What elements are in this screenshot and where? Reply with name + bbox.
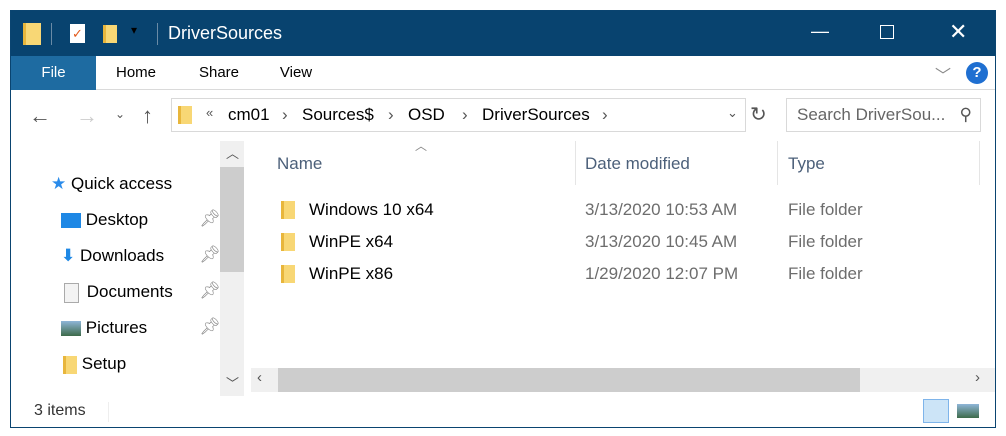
horizontal-scrollbar[interactable]: ‹ ›: [251, 368, 995, 392]
folder-icon: [281, 233, 295, 251]
scroll-up-icon[interactable]: ︿: [226, 146, 240, 161]
column-header-date[interactable]: Date modified: [585, 154, 690, 173]
expand-ribbon-icon[interactable]: ﹀: [935, 68, 952, 85]
folder-icon: [281, 265, 295, 283]
pin-icon[interactable]: 📌︎: [199, 281, 221, 300]
item-count: 3 items: [34, 402, 86, 419]
address-bar[interactable]: « cm01 › Sources$ › OSD › DriverSources …: [171, 98, 746, 132]
document-icon: [64, 282, 79, 303]
forward-button[interactable]: →: [76, 103, 98, 128]
explorer-window: ✓ ▾ DriverSources — ✕ File Home Share Vi…: [10, 10, 996, 428]
nav-item-pictures[interactable]: Pictures: [61, 313, 147, 343]
minimize-button[interactable]: —: [811, 21, 829, 41]
nav-item-downloads[interactable]: ⬇ Downloads: [61, 246, 165, 265]
large-icons-view-button[interactable]: [957, 404, 979, 418]
column-header-type[interactable]: Type: [788, 154, 825, 173]
pin-icon[interactable]: 📌︎: [199, 245, 221, 264]
help-icon[interactable]: ?: [966, 62, 988, 84]
nav-item-desktop[interactable]: Desktop: [61, 205, 148, 235]
ribbon-tabs: File Home Share View ﹀ ?: [11, 56, 995, 90]
overflow-chevron[interactable]: «: [206, 105, 214, 120]
breadcrumb-driversources[interactable]: DriverSources: [482, 105, 590, 124]
navigation-pane: ★ Quick access Desktop ⬇ Downloads Docum…: [11, 141, 247, 396]
folder-icon: [23, 23, 41, 45]
address-dropdown-icon[interactable]: ⌄: [727, 105, 738, 120]
breadcrumb-sources[interactable]: Sources$: [302, 105, 374, 124]
properties-icon[interactable]: ✓: [70, 24, 85, 43]
nav-scrollbar[interactable]: ︿ ﹀: [220, 141, 244, 396]
close-button[interactable]: ✕: [949, 19, 968, 44]
scroll-thumb[interactable]: [220, 167, 244, 272]
pin-icon[interactable]: 📌︎: [199, 209, 221, 228]
window-title: DriverSources: [168, 23, 283, 43]
status-bar: 3 items: [11, 396, 995, 427]
breadcrumb-osd[interactable]: OSD: [408, 105, 445, 124]
back-button[interactable]: ←: [29, 103, 51, 128]
desktop-icon: [61, 213, 81, 229]
scroll-left-icon[interactable]: ‹: [257, 369, 262, 386]
scroll-right-icon[interactable]: ›: [975, 369, 980, 386]
sort-ascending-icon: ︿: [415, 139, 428, 153]
file-list: ︿ Name Date modified Type Windows 10 x64…: [247, 139, 995, 396]
scroll-down-icon[interactable]: ﹀: [226, 376, 240, 391]
pin-icon[interactable]: 📌︎: [199, 317, 221, 336]
folder-icon: [178, 106, 192, 124]
tab-file[interactable]: File: [11, 56, 96, 90]
nav-quick-access[interactable]: ★ Quick access: [51, 174, 173, 193]
column-header-name[interactable]: Name: [277, 154, 323, 173]
tab-view[interactable]: View: [279, 64, 313, 81]
recent-locations-icon[interactable]: ⌄: [115, 107, 126, 121]
up-button[interactable]: ↑: [142, 103, 153, 128]
details-view-button[interactable]: [923, 399, 949, 423]
nav-item-documents[interactable]: Documents: [61, 277, 173, 307]
folder-icon: [63, 355, 77, 374]
search-icon[interactable]: ⚲: [959, 105, 972, 124]
search-input[interactable]: Search DriverSou... ⚲: [786, 98, 981, 132]
new-folder-icon[interactable]: [103, 25, 117, 43]
star-icon: ★: [51, 174, 67, 193]
customize-toolbar-icon[interactable]: ▾: [131, 23, 138, 37]
tab-share[interactable]: Share: [198, 64, 240, 81]
file-row[interactable]: WinPE x86 1/29/2020 12:07 PM File folder: [267, 259, 987, 289]
maximize-button[interactable]: [880, 25, 894, 39]
refresh-button[interactable]: ↻: [750, 104, 767, 126]
download-icon: ⬇: [61, 246, 76, 265]
folder-icon: [281, 201, 295, 219]
nav-item-setup[interactable]: Setup: [63, 349, 126, 379]
tab-home[interactable]: Home: [115, 64, 156, 81]
title-bar: ✓ ▾ DriverSources — ✕: [11, 11, 995, 56]
file-row[interactable]: Windows 10 x64 3/13/2020 10:53 AM File fol…: [267, 195, 987, 225]
pictures-icon: [61, 321, 81, 337]
breadcrumb-cm01[interactable]: cm01: [228, 105, 270, 124]
scroll-thumb[interactable]: [278, 368, 860, 392]
file-row[interactable]: WinPE x64 3/13/2020 10:45 AM File folder: [267, 227, 987, 257]
